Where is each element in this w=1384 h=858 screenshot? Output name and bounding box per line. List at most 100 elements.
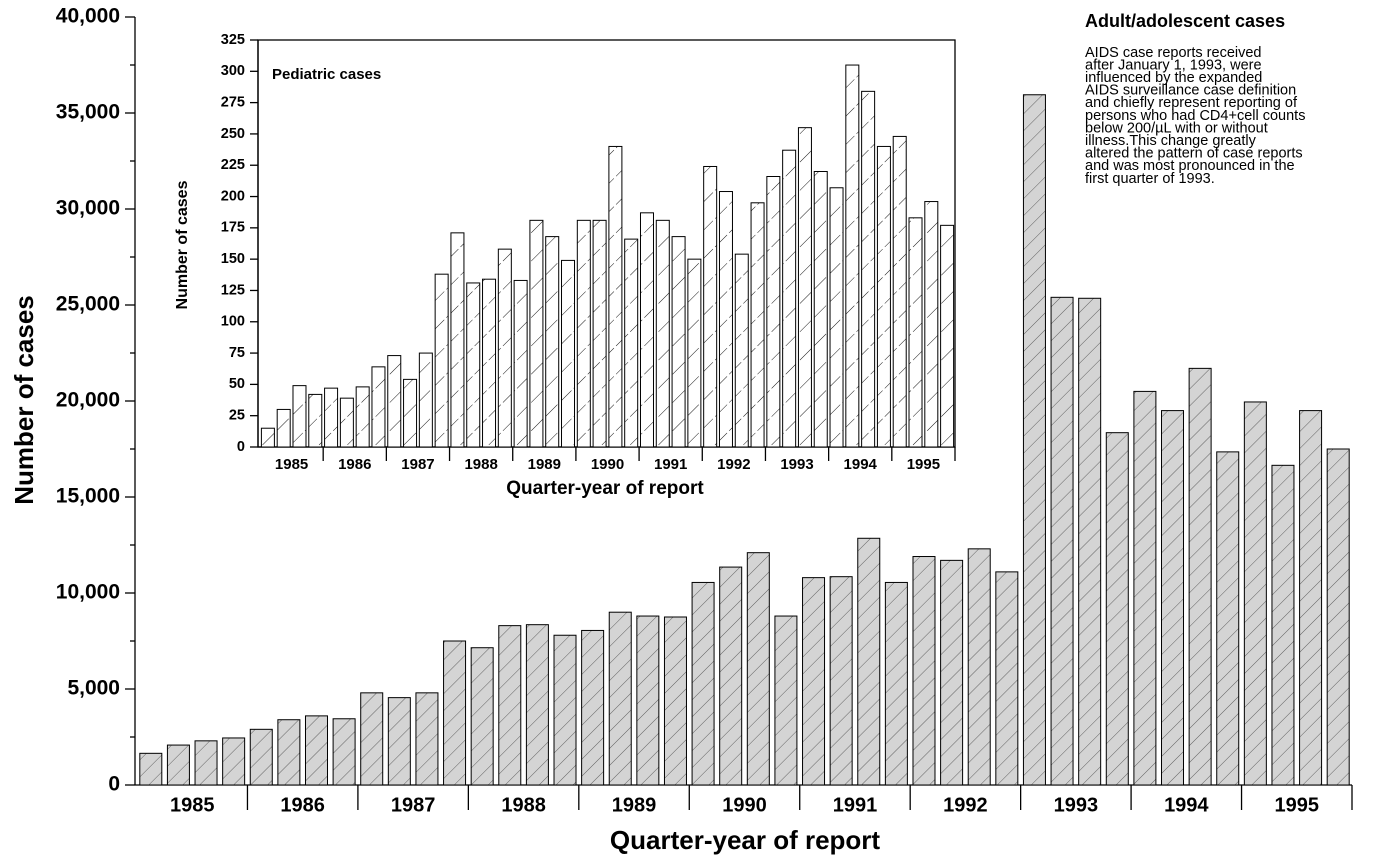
bar [415, 692, 439, 786]
bar [1050, 296, 1074, 786]
y-tick-label: 200 [221, 188, 245, 204]
bar [884, 581, 908, 786]
bar [1078, 297, 1102, 786]
bar [1243, 401, 1267, 786]
x-tick-label: 1993 [780, 456, 813, 473]
annotation: illness.This change greatly [1085, 133, 1257, 149]
bar [529, 219, 544, 448]
y-tick-label: 250 [221, 126, 245, 142]
y-tick-label: 100 [221, 314, 245, 330]
bar [908, 217, 923, 448]
y-tick-label: 5,000 [67, 677, 120, 700]
bar [734, 253, 749, 448]
y-tick-label: 25,000 [56, 293, 120, 316]
y-tick-label: 125 [221, 282, 245, 298]
x-tick-label: 1992 [717, 456, 750, 473]
y-tick-label: 75 [229, 345, 245, 361]
bar [355, 386, 370, 448]
bar [581, 629, 605, 786]
y-tick-label: 0 [108, 773, 120, 796]
bar [470, 647, 494, 786]
bar [1299, 410, 1323, 786]
y-tick-label: 10,000 [56, 581, 120, 604]
bar [276, 408, 291, 448]
bar [1161, 410, 1185, 786]
bar [277, 719, 301, 786]
bar [845, 64, 860, 448]
bar [1271, 464, 1295, 786]
bar [387, 355, 402, 448]
bar [663, 616, 687, 786]
bar [967, 548, 991, 786]
bar [304, 715, 328, 786]
bar [434, 273, 449, 448]
y-tick-label: 0 [237, 439, 245, 455]
x-axis-label: Quarter-year of report [610, 825, 881, 855]
bar [766, 176, 781, 448]
bar [924, 201, 939, 448]
x-tick-label: 1992 [943, 794, 988, 816]
bar [387, 697, 411, 786]
bar [249, 728, 273, 786]
bar [308, 393, 323, 448]
x-tick-label: 1989 [528, 456, 561, 473]
annotation: first quarter of 1993. [1085, 171, 1215, 187]
bar [719, 566, 743, 786]
bar [576, 219, 591, 448]
x-tick-label: 1993 [1054, 794, 1099, 816]
y-tick-label: 150 [221, 251, 245, 267]
bar [829, 576, 853, 786]
y-tick-label: 275 [221, 94, 245, 110]
x-tick-label: 1987 [401, 456, 434, 473]
x-tick-label: 1995 [907, 456, 940, 473]
bar [553, 634, 577, 786]
y-tick-label: 25 [229, 408, 245, 424]
bar [1105, 432, 1129, 786]
bar [403, 378, 418, 448]
bar [995, 571, 1019, 786]
bar [525, 624, 549, 786]
annotation: and chiefly represent reporting of [1085, 95, 1298, 111]
bar [222, 737, 246, 786]
bar [912, 556, 936, 786]
x-axis-label: Quarter-year of report [506, 478, 704, 499]
bar [750, 202, 765, 448]
chart-title: Pediatric cases [272, 66, 381, 83]
bar [857, 537, 881, 786]
bar [703, 165, 718, 448]
bar [829, 187, 844, 448]
bar [561, 259, 576, 448]
bar [691, 581, 715, 786]
bar [608, 145, 623, 448]
bar [608, 611, 632, 786]
bar [260, 427, 275, 448]
x-tick-label: 1990 [722, 794, 767, 816]
bar [797, 127, 812, 448]
bar [1188, 367, 1212, 786]
x-tick-label: 1988 [501, 794, 546, 816]
bar [1133, 390, 1157, 786]
x-tick-label: 1994 [1164, 794, 1209, 816]
bar [940, 224, 955, 448]
annotation: persons who had CD4+cell counts [1085, 108, 1305, 124]
y-tick-label: 35,000 [56, 101, 120, 124]
bar [774, 615, 798, 786]
bar [166, 744, 190, 786]
annotation: altered the pattern of case reports [1085, 146, 1303, 162]
bar [332, 718, 356, 786]
x-tick-label: 1989 [612, 794, 657, 816]
x-tick-label: 1988 [464, 456, 497, 473]
bar [718, 191, 733, 448]
bar [1022, 94, 1046, 786]
bar [671, 236, 686, 448]
bar [592, 219, 607, 448]
y-tick-label: 225 [221, 157, 245, 173]
x-tick-label: 1991 [833, 794, 878, 816]
bar [861, 90, 876, 448]
y-axis-label: Number of cases [174, 180, 191, 309]
annotation: AIDS case reports received [1085, 45, 1262, 61]
x-tick-label: 1995 [1275, 794, 1320, 816]
bar [746, 552, 770, 786]
bar [418, 352, 433, 448]
x-tick-label: 1985 [170, 794, 215, 816]
